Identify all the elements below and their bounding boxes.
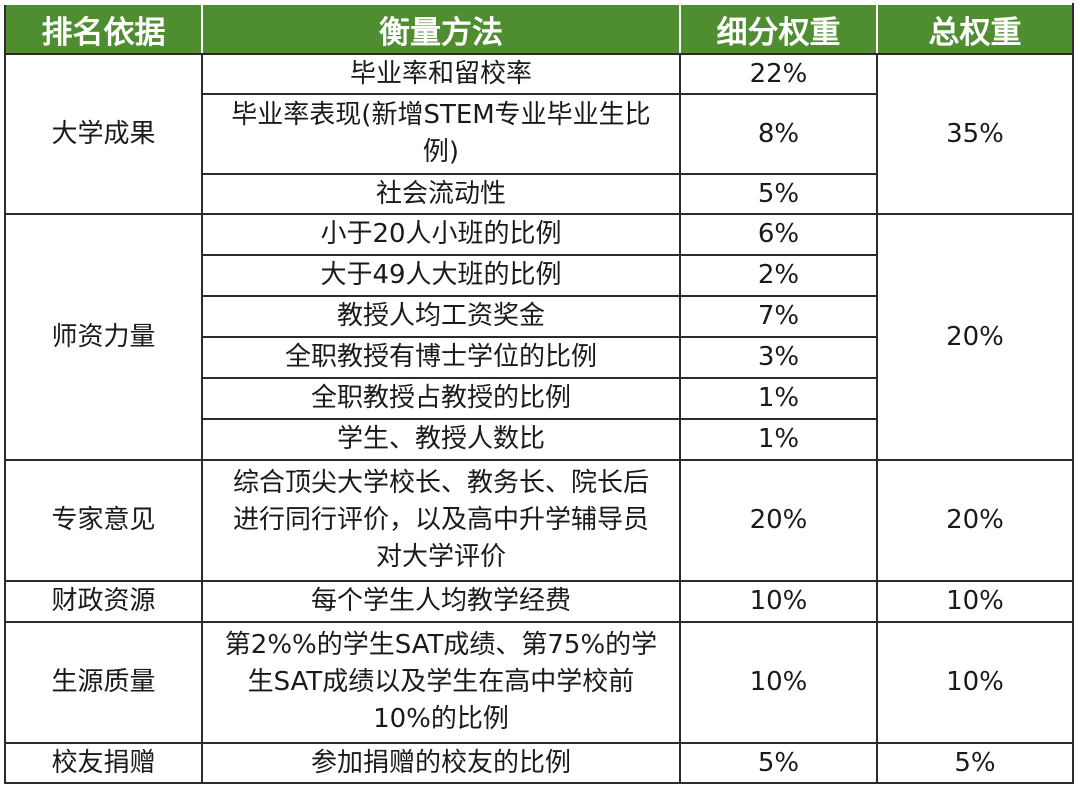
sub-weight-cell: 7%: [679, 295, 878, 338]
table-row: 大学成果 毕业率和留校率 22% 35%: [4, 53, 1074, 215]
sub-weight-cell: 1%: [679, 377, 878, 420]
category-cell: 校友捐赠: [4, 742, 203, 784]
header-total-weight: 总权重: [876, 3, 1074, 55]
method-cell: 教授人均工资奖金: [201, 295, 681, 338]
table-row: 学生、教授人数比 1%: [5, 418, 1073, 461]
table-row: 大于49人大班的比例 2%: [5, 254, 1073, 297]
header-category: 排名依据: [4, 3, 203, 55]
method-cell: 社会流动性: [201, 173, 681, 215]
table-row: 专家意见 综合顶尖大学校长、教务长、院长后进行同行评价，以及高中升学辅导员对大学…: [4, 459, 1074, 582]
sub-weight-cell: 10%: [679, 621, 878, 744]
total-weight-cell: 20%: [876, 213, 1074, 461]
table-row: 毕业率表现(新增STEM专业毕业生比例) 8%: [5, 93, 1073, 175]
method-cell: 全职教授有博士学位的比例: [201, 336, 681, 379]
method-cell: 第2%%的学生SAT成绩、第75%的学生SAT成绩以及学生在高中学校前10%的比…: [201, 621, 681, 744]
category-cell: 师资力量: [4, 213, 203, 461]
method-cell: 毕业率和留校率: [201, 53, 681, 95]
sub-weight-cell: 6%: [679, 213, 878, 256]
method-cell: 毕业率表现(新增STEM专业毕业生比例): [201, 93, 681, 175]
category-cell: 生源质量: [4, 621, 203, 744]
sub-weight-cell: 22%: [679, 53, 878, 95]
method-cell: 学生、教授人数比: [201, 418, 681, 461]
method-cell: 大于49人大班的比例: [201, 254, 681, 297]
sub-weight-cell: 8%: [679, 93, 878, 175]
sub-weight-cell: 20%: [679, 459, 878, 582]
method-cell: 综合顶尖大学校长、教务长、院长后进行同行评价，以及高中升学辅导员对大学评价: [201, 459, 681, 582]
method-cell: 每个学生人均教学经费: [201, 580, 681, 623]
table-header: 排名依据 衡量方法 细分权重 总权重: [4, 3, 1074, 55]
total-weight-cell: 10%: [876, 621, 1074, 744]
sub-weight-cell: 10%: [679, 580, 878, 623]
table-row: 全职教授占教授的比例 1%: [5, 377, 1073, 420]
method-cell: 小于20人小班的比例: [201, 213, 681, 256]
table-row: 社会流动性 5%: [5, 173, 1073, 215]
total-weight-cell: 10%: [876, 580, 1074, 623]
sub-weight-cell: 2%: [679, 254, 878, 297]
sub-weight-cell: 5%: [679, 742, 878, 784]
sub-weight-cell: 5%: [679, 173, 878, 215]
header-row: 排名依据 衡量方法 细分权重 总权重: [4, 3, 1074, 55]
header-sub-weight: 细分权重: [679, 3, 878, 55]
ranking-criteria-table: 排名依据 衡量方法 细分权重 总权重 大学成果 毕业率和留校率 22% 35% …: [4, 3, 1074, 784]
table-row: 财政资源 每个学生人均教学经费 10% 10%: [4, 580, 1074, 623]
table-row: 生源质量 第2%%的学生SAT成绩、第75%的学生SAT成绩以及学生在高中学校前…: [4, 621, 1074, 744]
method-cell: 全职教授占教授的比例: [201, 377, 681, 420]
header-method: 衡量方法: [201, 3, 681, 55]
table-row: 校友捐赠 参加捐赠的校友的比例 5% 5%: [4, 742, 1074, 784]
ranking-criteria-table-container: 排名依据 衡量方法 细分权重 总权重 大学成果 毕业率和留校率 22% 35% …: [4, 3, 1074, 784]
total-weight-cell: 5%: [876, 742, 1074, 784]
category-cell: 财政资源: [4, 580, 203, 623]
category-cell: 大学成果: [4, 53, 203, 215]
category-cell: 专家意见: [4, 459, 203, 582]
table-row: 教授人均工资奖金 7%: [5, 295, 1073, 338]
sub-weight-cell: 1%: [679, 418, 878, 461]
table-row: 全职教授有博士学位的比例 3%: [5, 336, 1073, 379]
sub-weight-cell: 3%: [679, 336, 878, 379]
total-weight-cell: 20%: [876, 459, 1074, 582]
table-row: 师资力量 小于20人小班的比例 6% 20%: [4, 213, 1074, 461]
table-body: 大学成果 毕业率和留校率 22% 35% 毕业率表现(新增STEM专业毕业生比例…: [4, 53, 1074, 784]
method-cell: 参加捐赠的校友的比例: [201, 742, 681, 784]
total-weight-cell: 35%: [876, 53, 1074, 215]
